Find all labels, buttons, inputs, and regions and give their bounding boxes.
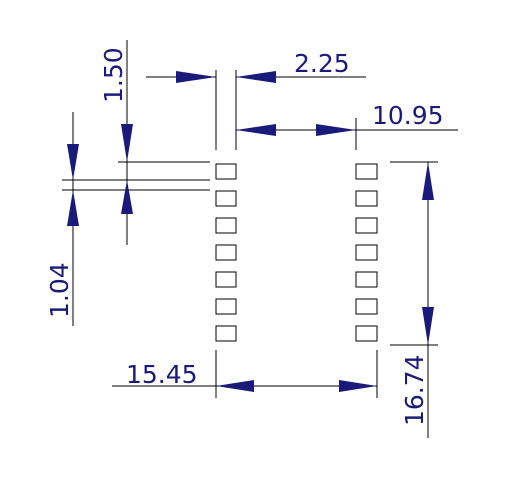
dimension-label: 1.50 <box>99 47 128 103</box>
arrowhead <box>216 380 254 392</box>
pad <box>355 217 378 234</box>
dimension-1-50: 1.50 <box>99 40 133 245</box>
pad <box>215 325 237 342</box>
arrowhead <box>236 71 276 83</box>
dimension-1-04: 1.04 <box>45 112 79 326</box>
pad <box>355 244 378 261</box>
extension-lines <box>62 70 438 398</box>
arrowhead <box>422 162 434 200</box>
arrowhead <box>67 144 79 180</box>
pad <box>215 271 237 288</box>
pad <box>215 190 237 207</box>
arrowhead <box>422 307 434 345</box>
pad <box>215 244 237 261</box>
arrowhead <box>67 190 79 226</box>
pad <box>355 190 378 207</box>
pad <box>355 163 378 180</box>
pad <box>355 325 378 342</box>
right-pad-column <box>355 163 378 342</box>
dimension-2-25: 2.25 <box>146 49 366 83</box>
arrowhead <box>316 124 356 136</box>
arrowhead <box>121 180 133 214</box>
pad <box>215 163 237 180</box>
dimension-label: 2.25 <box>294 49 350 78</box>
dimension-10-95: 10.95 <box>236 101 458 136</box>
arrowhead <box>176 71 216 83</box>
dimension-15-45: 15.45 <box>112 360 377 392</box>
pad <box>215 217 237 234</box>
left-pad-column <box>215 163 237 342</box>
arrowhead <box>121 124 133 162</box>
pad <box>215 298 237 315</box>
dimension-label: 16.74 <box>400 354 429 426</box>
dimension-label: 10.95 <box>372 101 444 130</box>
dimension-label: 15.45 <box>126 360 198 389</box>
arrowhead <box>339 380 377 392</box>
dimension-label: 1.04 <box>45 262 74 318</box>
pad <box>355 298 378 315</box>
dimension-16-74: 16.74 <box>400 162 434 438</box>
arrowhead <box>236 124 276 136</box>
pad <box>355 271 378 288</box>
